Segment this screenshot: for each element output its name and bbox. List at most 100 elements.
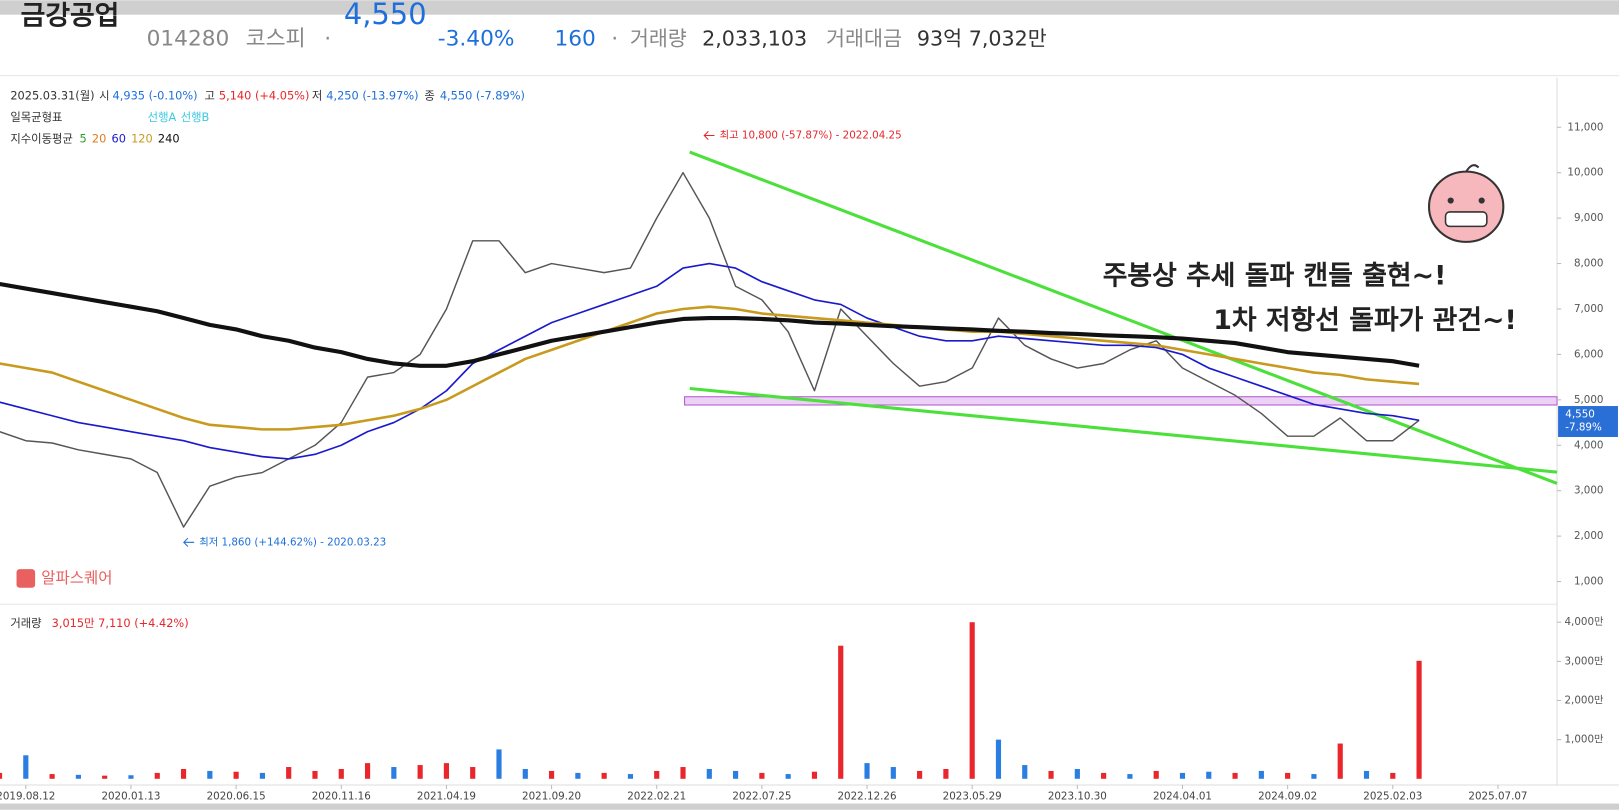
- volume-bar: [654, 770, 660, 779]
- y-tick-label: 8,000: [1574, 258, 1604, 270]
- volume-bar: [49, 774, 55, 779]
- volume-bar: [917, 770, 923, 779]
- x-tick-label: 2022.12.26: [838, 790, 897, 802]
- volume-bar: [575, 772, 581, 779]
- price-tag: [1558, 406, 1618, 438]
- legend-entry: 60: [111, 132, 125, 146]
- volume-bar: [785, 774, 791, 779]
- date: 2025.03.31(월): [10, 88, 94, 102]
- legend-entry: 20: [92, 132, 106, 146]
- change-rate: -3.40%: [438, 26, 515, 51]
- volume-bar: [1022, 765, 1028, 779]
- y-tick-label: 2,000: [1574, 530, 1604, 542]
- y-tick-label: 5,000: [1574, 394, 1604, 406]
- volume-bar: [1153, 770, 1159, 779]
- change: 160: [554, 26, 595, 51]
- volume-bar: [496, 749, 502, 779]
- y-tick-label: 7,000: [1574, 303, 1604, 315]
- y-tick-label: 4,000: [1574, 439, 1604, 451]
- volume-bar: [733, 770, 739, 779]
- y-tick-label: 3,000: [1574, 485, 1604, 497]
- legend: 선행A 선행B 5 20 60 120 240: [80, 110, 210, 146]
- volume: 2,033,103: [702, 26, 807, 50]
- volume-bar: [1311, 774, 1317, 779]
- volume-panel-label: 거래량: [10, 616, 42, 630]
- bottom-strip: [0, 803, 1619, 810]
- arrow: [703, 131, 715, 141]
- y-tick-label: 4,000만: [1564, 616, 1604, 628]
- volume-panel-value: 3,015만 7,110 (+4.42%): [52, 616, 189, 630]
- volume-bar: [338, 768, 344, 779]
- high: 5,140 (+4.05%): [219, 88, 309, 102]
- ichimoku-label: 일목균형표: [10, 110, 62, 124]
- comment: 1차 저항선 돌파가 관건~!: [1213, 305, 1517, 336]
- y-tick-label: 3,000만: [1564, 655, 1604, 667]
- x-tick-label: 2023.10.30: [1048, 790, 1107, 802]
- stock-code: 014280: [147, 26, 230, 51]
- x-tick-label: 2023.05.29: [943, 790, 1002, 802]
- x-tick-label: 2025.02.03: [1363, 790, 1422, 802]
- volume-bar: [443, 763, 450, 779]
- volume-bar: [890, 767, 896, 779]
- volume-bar: [233, 771, 239, 779]
- brand: 알파스퀘어: [41, 569, 112, 587]
- close-label: 종: [424, 88, 434, 102]
- series-line: [0, 281, 1420, 368]
- y-tick-label: 2,000만: [1564, 694, 1604, 706]
- volume-bar: [391, 767, 397, 779]
- stock-name: 금강공업: [21, 0, 120, 31]
- volume-bar: [627, 774, 634, 779]
- close: 4,550 (-7.89%): [440, 88, 525, 102]
- x-tick-label: 2025.07.07: [1468, 790, 1527, 802]
- legend-entry: 선행A: [148, 110, 177, 124]
- plot: 1,000 2,000 3,000 4,000 5,000 6,000 7,000 8,000…: [0, 121, 1604, 802]
- volume-bar: [1390, 772, 1396, 779]
- x-tick-label: 2020.06.15: [207, 790, 266, 802]
- volume-bar: [1074, 768, 1080, 779]
- y-tick-label: 11,000: [1567, 121, 1603, 133]
- volume-bar: [1363, 770, 1370, 779]
- open: 4,935 (-0.10%): [113, 88, 198, 102]
- volume-bar: [128, 775, 134, 779]
- resistance-box: [684, 396, 1558, 406]
- y-tick-label: 6,000: [1574, 348, 1604, 360]
- volume-bar: [759, 772, 765, 779]
- y-tick-label: 1,000: [1574, 576, 1604, 588]
- legend-entry: 120: [131, 132, 153, 146]
- volume-label: 거래량: [630, 26, 687, 50]
- volume-bar: [864, 763, 870, 779]
- volume-bar: [1258, 770, 1264, 779]
- series-line: [0, 171, 1420, 528]
- volume-bar: [1048, 770, 1054, 779]
- legend-entry: 5: [80, 132, 87, 146]
- x-tick-label: 2022.07.25: [732, 790, 791, 802]
- price: 4,550: [344, 0, 427, 31]
- y-tick-label: 1,000만: [1564, 734, 1604, 746]
- volume-bar: [680, 767, 686, 779]
- volume-bar: [154, 772, 160, 779]
- trend-line: [689, 150, 1558, 485]
- high-label: 고: [204, 88, 214, 102]
- character: [1427, 164, 1505, 243]
- open-label: 시: [99, 88, 109, 102]
- volume-bar: [1127, 774, 1133, 779]
- price-tag-change: -7.89%: [1565, 422, 1602, 434]
- volume-bar: [522, 768, 528, 779]
- volume-bar: [838, 645, 844, 779]
- volume-bar: [1101, 772, 1107, 779]
- x-tick-label: 2021.04.19: [417, 790, 476, 802]
- volume-bar: [286, 767, 292, 779]
- volume-bar: [969, 622, 975, 779]
- y-tick-label: 9,000: [1574, 212, 1604, 224]
- volume-bar: [0, 772, 3, 779]
- high-annotation: 최고 10,800 (-57.87%) - 2022.04.25: [720, 130, 902, 142]
- volume-bar: [1285, 772, 1291, 779]
- volume-bar: [706, 768, 712, 779]
- separator: ·: [324, 26, 331, 51]
- volume-bar: [1337, 743, 1343, 779]
- top-strip: [0, 0, 1619, 15]
- x-tick-label: 2019.08.12: [0, 790, 55, 802]
- legend-entry: 선행B: [181, 110, 210, 124]
- x-tick-label: 2024.04.01: [1153, 790, 1212, 802]
